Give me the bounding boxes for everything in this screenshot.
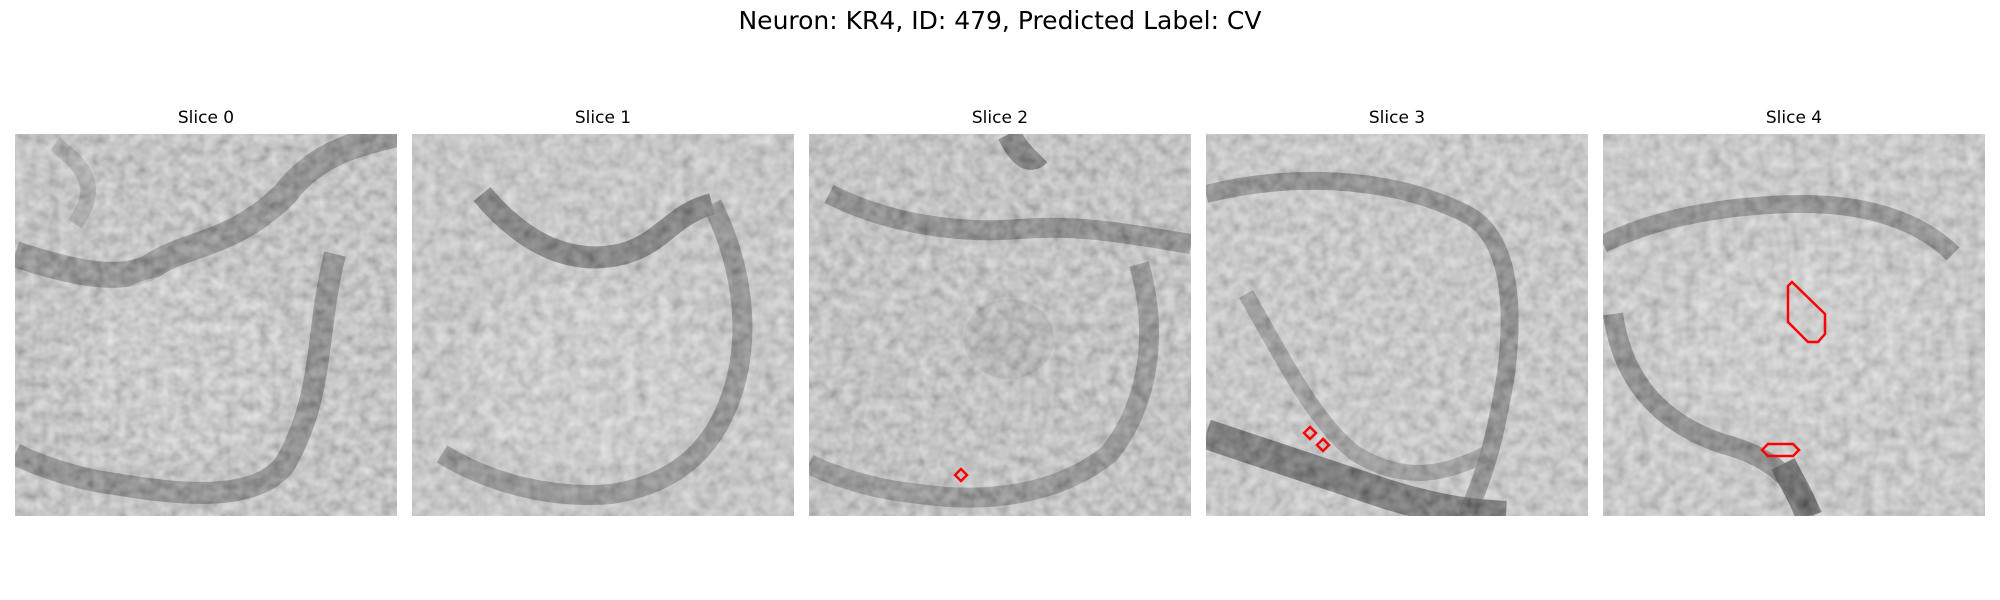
panel-title: Slice 3 [1368,108,1426,128]
em-image [1603,134,1985,516]
contour-marker [1315,437,1331,453]
contour-marker [953,467,969,483]
figure-title: Neuron: KR4, ID: 479, Predicted Label: C… [738,6,1262,35]
contour-outline [1760,442,1801,458]
contour-outline [1786,280,1827,344]
panel-title: Slice 4 [1765,108,1823,128]
em-image [809,134,1191,516]
em-image [1206,134,1588,516]
em-image [15,134,397,516]
panel-title: Slice 1 [574,108,632,128]
panel-title: Slice 2 [971,108,1029,128]
em-image [412,134,794,516]
contour-marker [1302,425,1318,441]
panel-title: Slice 0 [177,108,235,128]
